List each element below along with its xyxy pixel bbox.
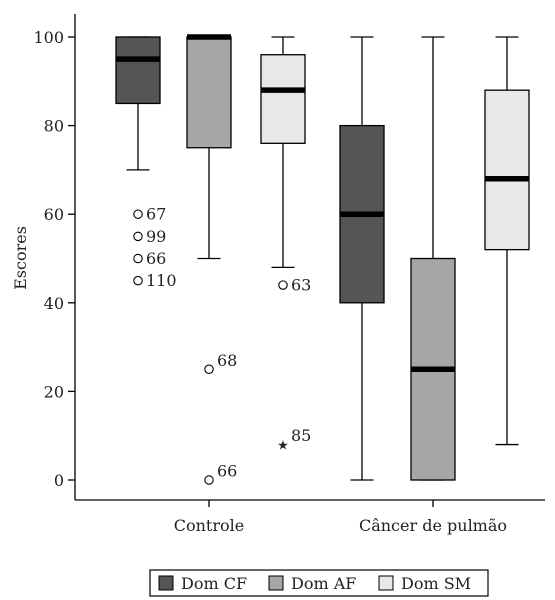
outlier-point [204, 364, 214, 374]
y-tick-label: 20 [44, 382, 64, 401]
outlier-point [133, 209, 143, 219]
y-tick-label: 80 [44, 117, 64, 136]
box-iqr [186, 36, 232, 149]
y-tick-label: 60 [44, 205, 64, 224]
legend-swatch [378, 575, 394, 591]
box-0-1 [339, 36, 385, 481]
outlier-label: 66 [217, 462, 237, 481]
x-category-label: Controle [174, 516, 244, 535]
box-0-0 [115, 36, 161, 171]
box-2-0 [260, 36, 306, 269]
outlier-point [133, 231, 143, 242]
outlier-point [278, 280, 288, 290]
y-axis-label: Escores [11, 226, 30, 290]
outlier-point [133, 253, 143, 264]
legend-box [149, 569, 489, 597]
outlier-label: 63 [291, 276, 311, 295]
box-iqr [115, 36, 161, 105]
outlier-label: 67 [146, 205, 166, 224]
outlier-star: ★ [277, 439, 289, 454]
y-tick-label: 100 [33, 28, 64, 47]
box-1-0 [186, 34, 232, 260]
box-iqr [260, 54, 306, 144]
outlier-label: 66 [146, 249, 166, 268]
y-tick-label: 0 [54, 471, 64, 490]
box-2-1 [484, 36, 530, 446]
outlier-label: 85 [291, 426, 311, 445]
y-tick-label: 40 [44, 294, 64, 313]
legend-label: Dom AF [291, 574, 356, 593]
legend-swatch [268, 575, 284, 591]
outlier-label: 68 [217, 351, 237, 370]
outlier-point [133, 275, 143, 286]
legend-swatch [158, 575, 174, 591]
x-category-label: Câncer de pulmão [359, 516, 507, 535]
legend-label: Dom CF [181, 574, 247, 593]
box-iqr [484, 89, 530, 251]
outlier-point [204, 475, 214, 485]
outlier-label: 110 [146, 271, 177, 290]
legend-label: Dom SM [401, 574, 471, 593]
box-1-1 [410, 36, 456, 481]
outlier-label: 99 [146, 227, 166, 246]
